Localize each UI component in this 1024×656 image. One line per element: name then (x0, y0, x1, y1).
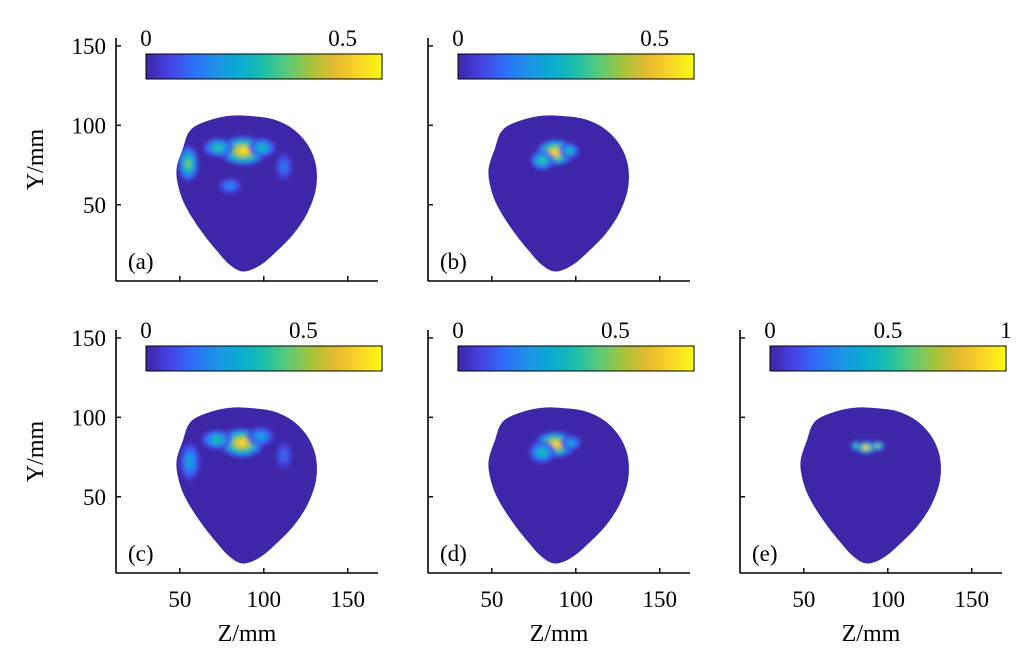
region-d (488, 407, 629, 564)
colorbar-tick-label: 0 (452, 26, 464, 51)
hotspot-e-1-5 (876, 445, 879, 447)
panel-tag-b: (b) (440, 249, 467, 274)
hotspot-c-3-5 (258, 434, 263, 438)
hotspot-a-2-5 (186, 160, 190, 167)
colorbar-tick-label: 0 (140, 318, 152, 343)
hotspot-c-2-5 (188, 458, 192, 465)
colorbar-d (457, 345, 695, 372)
colorbar-tick-label: 0.5 (289, 318, 318, 343)
colorbar-tick-label: 0.5 (328, 26, 357, 51)
region-e (800, 407, 941, 564)
panel-e: 50 100 150 Z/mm 0 0.5 1 (e) (739, 318, 1012, 647)
x-tick-label: 100 (871, 587, 906, 612)
hotspot-d-2-5 (569, 441, 573, 445)
x-tick-label: 150 (331, 587, 366, 612)
hotspot-c-0-5 (238, 440, 246, 446)
hotspot-a-3-5 (259, 146, 265, 150)
hotspot-c-4-5 (282, 453, 286, 458)
heat-layer-b (530, 139, 580, 170)
y-tick-label: 100 (72, 113, 107, 138)
colorbar-tick-label: 0 (140, 26, 152, 51)
hotspot-e-0-5 (864, 446, 868, 449)
hotspot-a-4-5 (228, 184, 233, 187)
y-tick-label: 100 (72, 405, 107, 430)
x-axis-title: Z/mm (218, 621, 277, 647)
colorbar-e (769, 345, 1007, 372)
colorbar-tick-label: 0.5 (640, 26, 669, 51)
colorbar-tick-label: 0.5 (874, 318, 903, 343)
hotspot-a-5-5 (282, 164, 286, 169)
colorbar-tick-label: 0 (764, 318, 776, 343)
x-tick-label: 150 (643, 587, 678, 612)
colorbar-tick-label: 0 (452, 318, 464, 343)
x-tick-label: 50 (480, 587, 503, 612)
colorbar-tick-label: 0.5 (601, 318, 630, 343)
y-axis-title: Y/mm (23, 129, 49, 191)
colorbar-c (145, 345, 383, 372)
hotspot-a-1-5 (215, 146, 221, 150)
x-tick-label: 50 (168, 587, 191, 612)
hotspot-b-0-5 (552, 150, 559, 155)
colorbar-a (145, 53, 383, 80)
heat-layer-a (178, 136, 293, 194)
heat-layer-e (850, 441, 885, 454)
heat-layer-c (179, 426, 293, 481)
hotspot-c-1-5 (214, 438, 220, 442)
y-tick-label: 50 (83, 485, 106, 510)
panel-d: 50 100 150 Z/mm 0 0.5 (d) (427, 318, 695, 647)
panel-tag-e: (e) (752, 541, 778, 566)
x-tick-label: 100 (247, 587, 281, 612)
panel-b: 0 0.5 (b) (427, 26, 695, 282)
colorbar-b (457, 53, 695, 80)
colorbar-tick-label: 1 (1000, 318, 1012, 343)
hotspot-b-1-5 (540, 158, 545, 162)
hotspot-e-2-5 (855, 445, 857, 447)
hotspot-a-0-5 (239, 148, 248, 154)
x-tick-label: 50 (792, 587, 815, 612)
heat-layer-d (528, 431, 581, 464)
x-tick-label: 150 (955, 587, 990, 612)
panel-a: 50 100 150 Y/mm 0 0.5 (a) (23, 26, 383, 282)
panel-tag-c: (c) (128, 541, 154, 566)
y-tick-label: 50 (83, 193, 106, 218)
y-tick-label: 150 (72, 34, 107, 59)
y-axis-title: Y/mm (23, 421, 49, 483)
x-axis-title: Z/mm (530, 621, 589, 647)
panel-c: 50 100 150 50 100 150 Y/mm Z/mm 0 0.5 (c) (23, 318, 383, 647)
hotspot-b-2-5 (567, 149, 571, 153)
x-axis-title: Z/mm (842, 621, 901, 647)
hotspot-d-0-5 (552, 442, 559, 447)
y-tick-label: 150 (72, 326, 107, 351)
hotspot-d-1-5 (540, 450, 545, 455)
panel-tag-a: (a) (128, 249, 154, 274)
x-tick-label: 100 (559, 587, 594, 612)
panel-tag-d: (d) (440, 541, 467, 566)
region-b (488, 115, 629, 272)
